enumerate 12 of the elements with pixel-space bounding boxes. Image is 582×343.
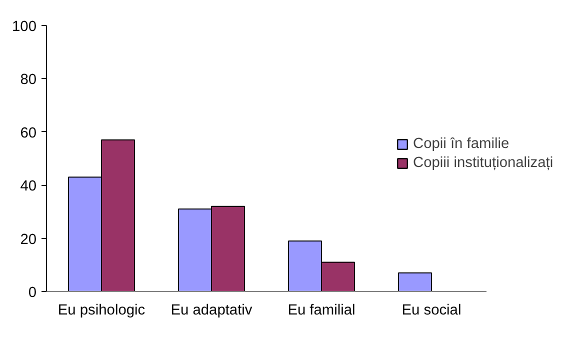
y-tick-label: 20 [20,232,37,248]
x-tick-label: Eu social [402,302,462,318]
x-tick-label: Eu adaptativ [170,302,253,318]
y-tick-label: 100 [12,19,37,35]
x-tick-label: Eu psihologic [58,302,146,318]
y-tick-label: 60 [20,125,37,142]
x-tick-label: Eu familial [288,302,356,318]
y-tick-label: 40 [20,178,37,195]
legend-label: Copiii instituționalizați [413,155,554,171]
y-tick-label: 0 [28,285,37,301]
legend-label: Copii în familie [413,136,510,152]
y-tick-label: 80 [20,72,37,88]
